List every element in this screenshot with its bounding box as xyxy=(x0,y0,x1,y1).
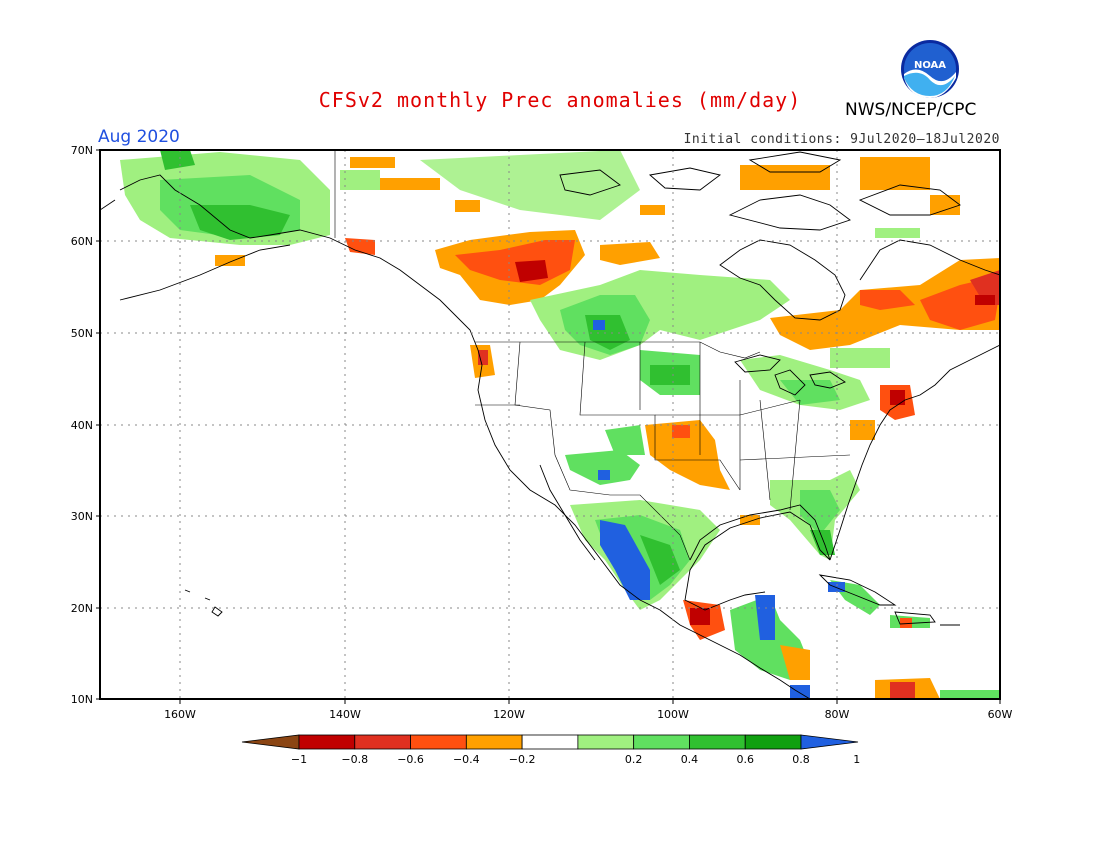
lat-label: 40N xyxy=(71,419,93,432)
borders xyxy=(334,150,851,561)
lon-labels: 160W 140W 120W 100W 80W 60W xyxy=(164,708,1012,721)
colorbar-label: 1 xyxy=(853,753,860,766)
lat-label: 30N xyxy=(71,510,93,523)
colorbar-label: −1 xyxy=(291,753,307,766)
colorbar-label: 0.2 xyxy=(625,753,643,766)
colorbar-swatch xyxy=(633,734,690,750)
colorbar-swatch xyxy=(689,734,746,750)
lon-label: 120W xyxy=(493,708,525,721)
lon-label: 100W xyxy=(657,708,689,721)
lat-label: 50N xyxy=(71,327,93,340)
colorbar xyxy=(241,734,859,750)
anomaly-field xyxy=(120,150,1000,699)
colorbar-swatch xyxy=(298,734,356,750)
colorbar-swatch xyxy=(465,734,523,750)
coastlines xyxy=(100,151,1000,699)
agency-label: NWS/NCEP/CPC xyxy=(845,100,977,120)
colorbar-label: 0.8 xyxy=(792,753,810,766)
colorbar-label: 0.6 xyxy=(736,753,754,766)
lon-label: 60W xyxy=(988,708,1013,721)
lon-label: 140W xyxy=(329,708,361,721)
lat-label: 70N xyxy=(71,144,93,157)
colorbar-label: −0.4 xyxy=(453,753,480,766)
ticks xyxy=(96,149,1001,704)
colorbar-label: −0.6 xyxy=(397,753,424,766)
initial-conditions: Initial conditions: 9Jul2020–18Jul2020 xyxy=(683,132,1000,147)
colorbar-label: 0.4 xyxy=(681,753,699,766)
colorbar-swatch xyxy=(410,734,467,750)
colorbar-swatch xyxy=(354,734,411,750)
chart-title: CFSv2 monthly Prec anomalies (mm/day) xyxy=(318,88,802,112)
colorbar-arrow-low xyxy=(241,734,300,750)
forecast-month: Aug 2020 xyxy=(98,127,180,147)
logo-text: NOAA xyxy=(914,60,946,71)
lat-label: 20N xyxy=(71,602,93,615)
gridlines xyxy=(100,150,1000,699)
lat-label: 60N xyxy=(71,235,93,248)
colorbar-swatch xyxy=(744,734,802,750)
lat-labels: 70N 60N 50N 40N 30N 20N 10N xyxy=(71,144,93,706)
colorbar-swatch xyxy=(521,734,579,750)
colorbar-label: −0.2 xyxy=(509,753,536,766)
colorbar-labels: −1 −0.8 −0.6 −0.4 −0.2 0.2 0.4 0.6 0.8 1 xyxy=(291,753,860,766)
lat-label: 10N xyxy=(71,693,93,706)
lon-label: 160W xyxy=(164,708,196,721)
map-frame xyxy=(99,149,1001,700)
colorbar-label: −0.8 xyxy=(341,753,368,766)
colorbar-arrow-high xyxy=(800,734,859,750)
colorbar-swatch xyxy=(577,734,635,750)
noaa-logo: NOAA xyxy=(901,40,959,98)
lon-label: 80W xyxy=(825,708,850,721)
